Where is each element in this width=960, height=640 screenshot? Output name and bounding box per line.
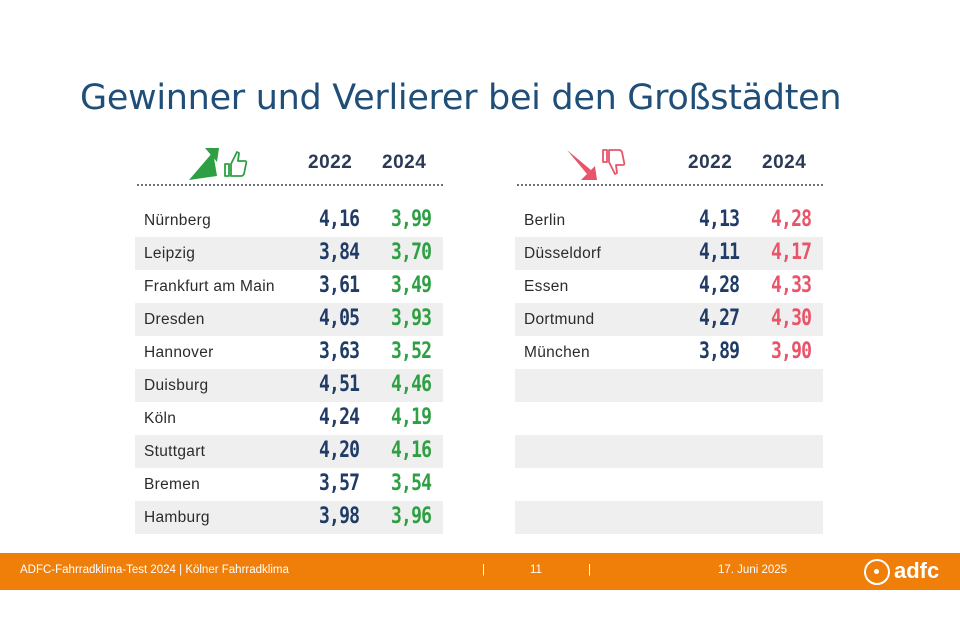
city-name: Berlin: [524, 212, 566, 229]
value-2024: 3,70: [391, 240, 432, 265]
table-row: [515, 402, 823, 435]
value-2022: 3,61: [319, 273, 360, 298]
footer-separator: |: [482, 564, 485, 576]
value-2022: 4,27: [699, 306, 740, 331]
table-row: Hamburg 3,98 3,96: [135, 501, 443, 534]
footer-separator: |: [588, 564, 591, 576]
value-2022: 4,11: [699, 240, 740, 265]
losers-rows: Berlin 4,13 4,28 Düsseldorf 4,11 4,17 Essen 4,2…: [515, 204, 823, 534]
winners-rows: Nürnberg 4,16 3,99 Leipzig 3,84 3,70 Frankfurt…: [135, 204, 443, 534]
value-2024: 4,30: [771, 306, 812, 331]
dotted-divider: [137, 184, 443, 186]
footer-date: 17. Juni 2025: [718, 564, 788, 576]
losers-table: 2022 2024 Berlin 4,13 4,28 Düsseldorf 4,11 4,…: [515, 140, 823, 534]
page-title: Gewinner und Verlierer bei den Großstädt…: [80, 78, 842, 118]
logo-text: adfc: [894, 558, 940, 583]
city-name: Dresden: [144, 311, 205, 328]
value-2022: 3,84: [319, 240, 360, 265]
value-2024: 4,28: [771, 207, 812, 232]
table-row: Köln 4,24 4,19: [135, 402, 443, 435]
value-2024: 4,17: [771, 240, 812, 265]
city-name: Nürnberg: [144, 212, 212, 229]
header-2024: 2024: [382, 152, 427, 173]
value-2022: 3,89: [699, 339, 740, 364]
footer-bar: ADFC-Fahrradklima-Test 2024 | Kölner Fah…: [0, 553, 960, 590]
table-row: Dortmund 4,27 4,30: [515, 303, 823, 336]
value-2024: 4,16: [391, 438, 432, 463]
table-row: Leipzig 3,84 3,70: [135, 237, 443, 270]
city-name: Essen: [524, 278, 569, 295]
city-name: Düsseldorf: [524, 245, 602, 262]
footer-title: ADFC-Fahrradklima-Test 2024 | Kölner Fah…: [20, 564, 289, 576]
value-2022: 4,05: [319, 306, 360, 331]
city-name: Leipzig: [144, 245, 196, 262]
value-2024: 3,49: [391, 273, 432, 298]
table-row: Bremen 3,57 3,54: [135, 468, 443, 501]
value-2022: 4,13: [699, 207, 740, 232]
header-2022: 2022: [688, 152, 733, 173]
table-row: Berlin 4,13 4,28: [515, 204, 823, 237]
winners-table: 2022 2024 Nürnberg 4,16 3,99 Leipzig 3,84 3,7…: [135, 140, 443, 534]
table-row: Hannover 3,63 3,52: [135, 336, 443, 369]
value-2022: 3,57: [319, 471, 360, 496]
city-name: Dortmund: [524, 311, 595, 328]
city-name: Köln: [144, 410, 177, 427]
city-name: Stuttgart: [144, 443, 206, 460]
value-2022: 4,20: [319, 438, 360, 463]
logo-ring-icon: [864, 559, 890, 585]
table-row: [515, 369, 823, 402]
table-row: München 3,89 3,90: [515, 336, 823, 369]
table-row: Nürnberg 4,16 3,99: [135, 204, 443, 237]
winners-table-header: 2022 2024: [135, 140, 443, 188]
city-name: Hannover: [144, 344, 214, 361]
value-2024: 4,33: [771, 273, 812, 298]
table-row: [515, 435, 823, 468]
city-name: Duisburg: [144, 377, 209, 394]
value-2024: 3,99: [391, 207, 432, 232]
table-row: Essen 4,28 4,33: [515, 270, 823, 303]
value-2022: 4,51: [319, 372, 360, 397]
adfc-logo: adfc: [864, 557, 944, 587]
value-2022: 4,28: [699, 273, 740, 298]
value-2024: 3,52: [391, 339, 432, 364]
value-2024: 4,19: [391, 405, 432, 430]
value-2022: 3,63: [319, 339, 360, 364]
table-row: Dresden 4,05 3,93: [135, 303, 443, 336]
header-2024: 2024: [762, 152, 807, 173]
losers-table-header: 2022 2024: [515, 140, 823, 188]
thumbs-up-arrow-icon: [189, 148, 248, 180]
header-2022: 2022: [308, 152, 353, 173]
table-row: Düsseldorf 4,11 4,17: [515, 237, 823, 270]
city-name: Hamburg: [144, 509, 210, 526]
value-2024: 3,96: [391, 504, 432, 529]
city-name: Bremen: [144, 476, 201, 493]
table-row: [515, 501, 823, 534]
value-2022: 3,98: [319, 504, 360, 529]
table-row: Duisburg 4,51 4,46: [135, 369, 443, 402]
value-2024: 3,93: [391, 306, 432, 331]
page-number: 11: [530, 564, 542, 576]
table-row: Frankfurt am Main 3,61 3,49: [135, 270, 443, 303]
city-name: München: [524, 344, 590, 361]
city-name: Frankfurt am Main: [144, 278, 275, 295]
value-2022: 4,24: [319, 405, 360, 430]
table-row: Stuttgart 4,20 4,16: [135, 435, 443, 468]
value-2024: 4,46: [391, 372, 432, 397]
value-2024: 3,54: [391, 471, 432, 496]
dotted-divider: [517, 184, 823, 186]
value-2024: 3,90: [771, 339, 812, 364]
thumbs-down-arrow-icon: [567, 149, 626, 180]
table-row: [515, 468, 823, 501]
value-2022: 4,16: [319, 207, 360, 232]
